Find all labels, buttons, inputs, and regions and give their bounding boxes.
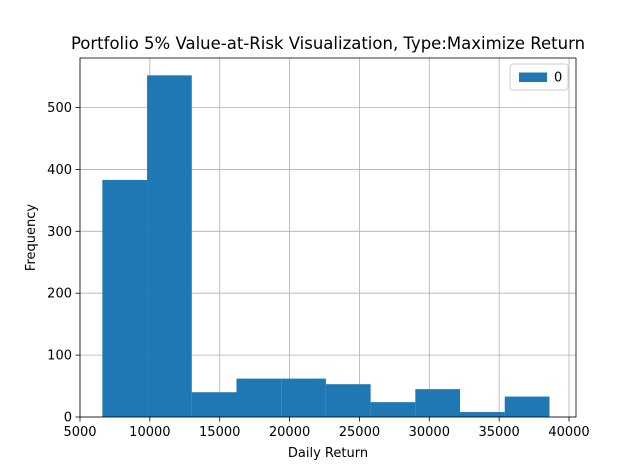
histogram-bar bbox=[191, 392, 237, 417]
histogram-bar bbox=[147, 75, 192, 418]
y-tick-label: 400 bbox=[47, 163, 72, 178]
x-tick-label: 5000 bbox=[63, 425, 96, 440]
legend-label: 0 bbox=[554, 71, 562, 86]
y-tick-label: 200 bbox=[47, 287, 72, 302]
x-tick-label: 20000 bbox=[269, 425, 310, 440]
x-tick-label: 35000 bbox=[478, 425, 519, 440]
axes-frame bbox=[79, 57, 577, 418]
histogram-bar bbox=[281, 378, 326, 417]
histogram-bar bbox=[460, 412, 505, 417]
x-tick-label: 25000 bbox=[339, 425, 380, 440]
y-tick-label: 500 bbox=[47, 101, 72, 116]
legend: 0 bbox=[509, 63, 569, 91]
x-tick-label: 15000 bbox=[199, 425, 240, 440]
y-axis-label: Frequency bbox=[24, 204, 39, 271]
plot-frame bbox=[79, 57, 577, 418]
y-tick-label: 0 bbox=[64, 411, 72, 426]
histogram-bar bbox=[504, 396, 550, 417]
y-axis-ticks: 0 100 200 300 400 500 bbox=[47, 101, 80, 426]
histogram-bar bbox=[236, 378, 282, 417]
y-tick-label: 300 bbox=[47, 225, 72, 240]
histogram-bar bbox=[325, 384, 371, 417]
histogram-bar bbox=[415, 389, 461, 417]
x-axis-label: Daily Return bbox=[288, 446, 368, 461]
histogram-bar bbox=[102, 179, 148, 417]
x-axis-ticks: 5000 10000 15000 20000 25000 30000 35000 40000 bbox=[63, 417, 590, 440]
chart-title: Portfolio 5% Value-at-Risk Visualization… bbox=[71, 34, 585, 53]
x-tick-label: 30000 bbox=[409, 425, 450, 440]
legend-swatch bbox=[519, 72, 547, 82]
y-tick-label: 100 bbox=[47, 349, 72, 364]
histogram-bars bbox=[102, 75, 550, 418]
x-tick-label: 40000 bbox=[548, 425, 589, 440]
histogram-bar bbox=[370, 402, 416, 417]
x-tick-label: 10000 bbox=[129, 425, 170, 440]
